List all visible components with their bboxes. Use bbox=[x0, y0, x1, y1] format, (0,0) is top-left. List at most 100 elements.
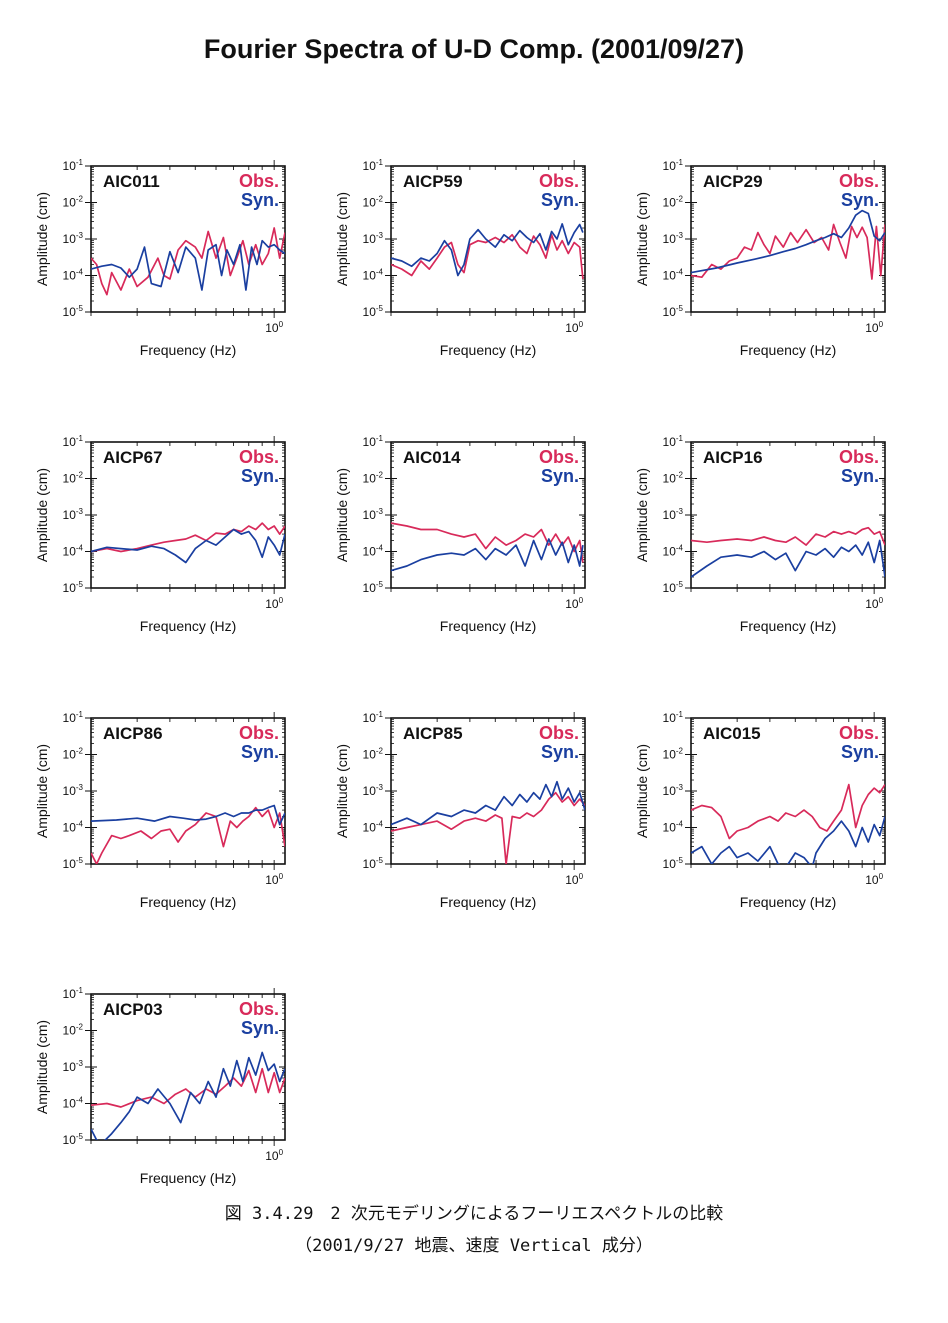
x-tick-label: 100 bbox=[265, 596, 283, 611]
y-tick-label: 10-3 bbox=[63, 783, 84, 798]
y-tick-label: 10-3 bbox=[663, 507, 684, 522]
y-tick-label: 10-4 bbox=[663, 544, 684, 559]
legend-syn: Syn. bbox=[241, 742, 279, 762]
x-axis-label: Frequency (Hz) bbox=[140, 342, 236, 358]
y-tick-label: 10-3 bbox=[63, 507, 84, 522]
y-tick-label: 10-3 bbox=[663, 231, 684, 246]
x-axis-label: Frequency (Hz) bbox=[140, 618, 236, 634]
y-tick-label: 10-5 bbox=[663, 304, 684, 319]
y-axis-label: Amplitude (cm) bbox=[634, 744, 650, 838]
syn-line bbox=[91, 239, 285, 291]
y-tick-label: 10-1 bbox=[363, 158, 384, 173]
y-tick-label: 10-5 bbox=[363, 580, 384, 595]
y-axis-label: Amplitude (cm) bbox=[334, 744, 350, 838]
y-tick-label: 10-2 bbox=[663, 471, 684, 486]
legend-obs: Obs. bbox=[839, 447, 879, 467]
syn-line bbox=[691, 816, 885, 864]
obs-line bbox=[91, 522, 285, 553]
y-tick-label: 10-4 bbox=[363, 820, 384, 835]
legend-obs: Obs. bbox=[539, 723, 579, 743]
obs-line bbox=[691, 223, 885, 280]
y-tick-label: 10-2 bbox=[63, 747, 84, 762]
x-axis-label: Frequency (Hz) bbox=[740, 342, 836, 358]
obs-line bbox=[91, 806, 285, 864]
x-axis-label: Frequency (Hz) bbox=[140, 1170, 236, 1186]
spectrum-panel-aicp59: 10-1 10-2 10-3 10-4 10-5 100 Frequency (Hz) Amp… bbox=[334, 158, 635, 380]
y-axis-label: Amplitude (cm) bbox=[634, 468, 650, 562]
legend-syn: Syn. bbox=[541, 742, 579, 762]
y-tick-label: 10-1 bbox=[363, 710, 384, 725]
y-axis-label: Amplitude (cm) bbox=[34, 744, 50, 838]
spectrum-panel-aicp85: 10-1 10-2 10-3 10-4 10-5 100 Frequency (Hz) Amp… bbox=[334, 710, 635, 932]
legend-syn: Syn. bbox=[541, 466, 579, 486]
y-tick-label: 10-3 bbox=[363, 783, 384, 798]
spectrum-panel-aicp16: 10-1 10-2 10-3 10-4 10-5 100 Frequency (Hz) Amp… bbox=[634, 434, 935, 656]
y-tick-label: 10-1 bbox=[663, 158, 684, 173]
spectrum-panel-aicp03: 10-1 10-2 10-3 10-4 10-5 100 Frequency (Hz) Amp… bbox=[34, 986, 335, 1208]
series-group bbox=[691, 526, 885, 578]
x-tick-label: 100 bbox=[265, 320, 283, 335]
x-tick-label: 100 bbox=[265, 1148, 283, 1163]
y-tick-label: 10-5 bbox=[363, 856, 384, 871]
y-tick-label: 10-3 bbox=[363, 507, 384, 522]
legend-obs: Obs. bbox=[539, 171, 579, 191]
y-tick-label: 10-1 bbox=[63, 158, 84, 173]
x-tick-label: 100 bbox=[565, 596, 583, 611]
spectrum-chart: 10-1 10-2 10-3 10-4 10-5 100 Frequency (Hz) Amp… bbox=[334, 434, 586, 634]
y-tick-label: 10-2 bbox=[63, 195, 84, 210]
y-tick-label: 10-1 bbox=[363, 434, 384, 449]
y-axis-label: Amplitude (cm) bbox=[334, 192, 350, 286]
y-axis-label: Amplitude (cm) bbox=[634, 192, 650, 286]
series-group bbox=[91, 227, 285, 296]
legend-syn: Syn. bbox=[241, 1018, 279, 1038]
syn-line bbox=[391, 780, 585, 826]
series-group bbox=[91, 804, 285, 864]
y-tick-label: 10-4 bbox=[363, 544, 384, 559]
station-label: AICP03 bbox=[103, 1000, 163, 1019]
spectrum-panel-aic011: 10-1 10-2 10-3 10-4 10-5 100 Frequency (Hz) Amp… bbox=[34, 158, 335, 380]
spectrum-panel-aicp86: 10-1 10-2 10-3 10-4 10-5 100 Frequency (Hz) Amp… bbox=[34, 710, 335, 932]
x-tick-label: 100 bbox=[865, 596, 883, 611]
y-tick-label: 10-3 bbox=[63, 1059, 84, 1074]
y-tick-label: 10-3 bbox=[63, 231, 84, 246]
series-group bbox=[691, 209, 885, 280]
station-label: AIC015 bbox=[703, 724, 761, 743]
y-axis-label: Amplitude (cm) bbox=[34, 192, 50, 286]
station-label: AICP59 bbox=[403, 172, 463, 191]
page-title: Fourier Spectra of U-D Comp. (2001/09/27… bbox=[203, 34, 745, 64]
x-axis-label: Frequency (Hz) bbox=[740, 894, 836, 910]
y-tick-label: 10-3 bbox=[663, 783, 684, 798]
syn-line bbox=[391, 223, 584, 277]
y-tick-label: 10-5 bbox=[63, 856, 84, 871]
y-tick-label: 10-3 bbox=[363, 231, 384, 246]
obs-line bbox=[91, 227, 285, 296]
y-tick-label: 10-1 bbox=[63, 434, 84, 449]
series-group bbox=[391, 522, 584, 572]
y-tick-label: 10-1 bbox=[63, 710, 84, 725]
series-group bbox=[91, 522, 285, 564]
y-tick-label: 10-2 bbox=[63, 1023, 84, 1038]
legend-obs: Obs. bbox=[239, 999, 279, 1019]
spectrum-panel-aic015: 10-1 10-2 10-3 10-4 10-5 100 Frequency (Hz) Amp… bbox=[634, 710, 935, 932]
syn-line bbox=[91, 528, 285, 564]
syn-line bbox=[91, 804, 285, 826]
legend-syn: Syn. bbox=[841, 190, 879, 210]
spectrum-chart: 10-1 10-2 10-3 10-4 10-5 100 Frequency (Hz) Amp… bbox=[34, 158, 286, 358]
series-group bbox=[391, 223, 584, 280]
y-tick-label: 10-4 bbox=[663, 820, 684, 835]
x-axis-label: Frequency (Hz) bbox=[440, 618, 536, 634]
obs-line bbox=[391, 791, 585, 864]
legend-obs: Obs. bbox=[239, 171, 279, 191]
legend-obs: Obs. bbox=[839, 723, 879, 743]
x-axis-label: Frequency (Hz) bbox=[440, 342, 536, 358]
syn-line bbox=[691, 539, 885, 578]
legend-obs: Obs. bbox=[539, 447, 579, 467]
legend-syn: Syn. bbox=[241, 190, 279, 210]
y-tick-label: 10-1 bbox=[63, 986, 84, 1001]
spectrum-chart: 10-1 10-2 10-3 10-4 10-5 100 Frequency (Hz) Amp… bbox=[634, 710, 886, 910]
station-label: AIC011 bbox=[103, 172, 160, 191]
y-tick-label: 10-2 bbox=[663, 747, 684, 762]
spectrum-panel-aicp67: 10-1 10-2 10-3 10-4 10-5 100 Frequency (Hz) Amp… bbox=[34, 434, 335, 656]
y-tick-label: 10-5 bbox=[63, 304, 84, 319]
syn-line bbox=[91, 1051, 285, 1140]
